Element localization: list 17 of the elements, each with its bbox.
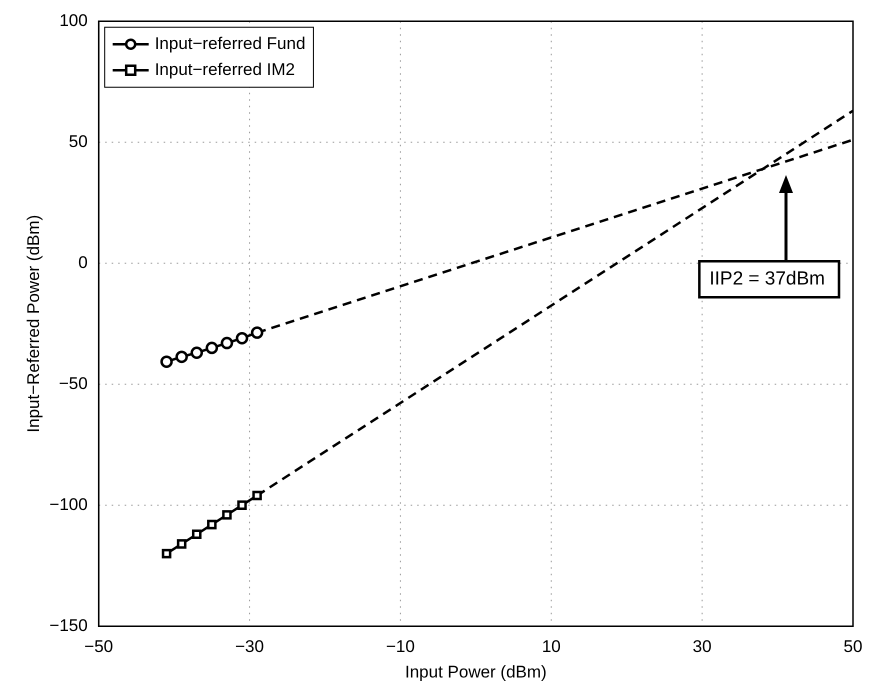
legend-label: Input−referred IM2	[154, 60, 296, 79]
y-tick-label: −50	[58, 374, 88, 393]
x-tick-label: −10	[386, 637, 415, 656]
y-tick-label: −100	[49, 494, 88, 514]
x-tick-label: 50	[844, 637, 862, 656]
y-tick-label: 50	[68, 132, 88, 151]
annotation: IIP2 = 37dBm	[709, 268, 826, 290]
x-tick-label: 10	[542, 637, 561, 656]
y-tick-label: −150	[49, 616, 88, 635]
legend-label: Input−referred Fund	[154, 34, 306, 53]
x-tick-label: 30	[692, 637, 712, 656]
y-tick-label: 100	[59, 10, 88, 30]
x-axis-title: Input Power (dBm)	[404, 662, 547, 682]
y-tick-label: 0	[78, 252, 88, 272]
x-tick-label: −30	[235, 637, 264, 656]
y-axis-title: Input−Referred Power (dBm)	[24, 214, 43, 433]
x-tick-label: −50	[84, 637, 114, 656]
